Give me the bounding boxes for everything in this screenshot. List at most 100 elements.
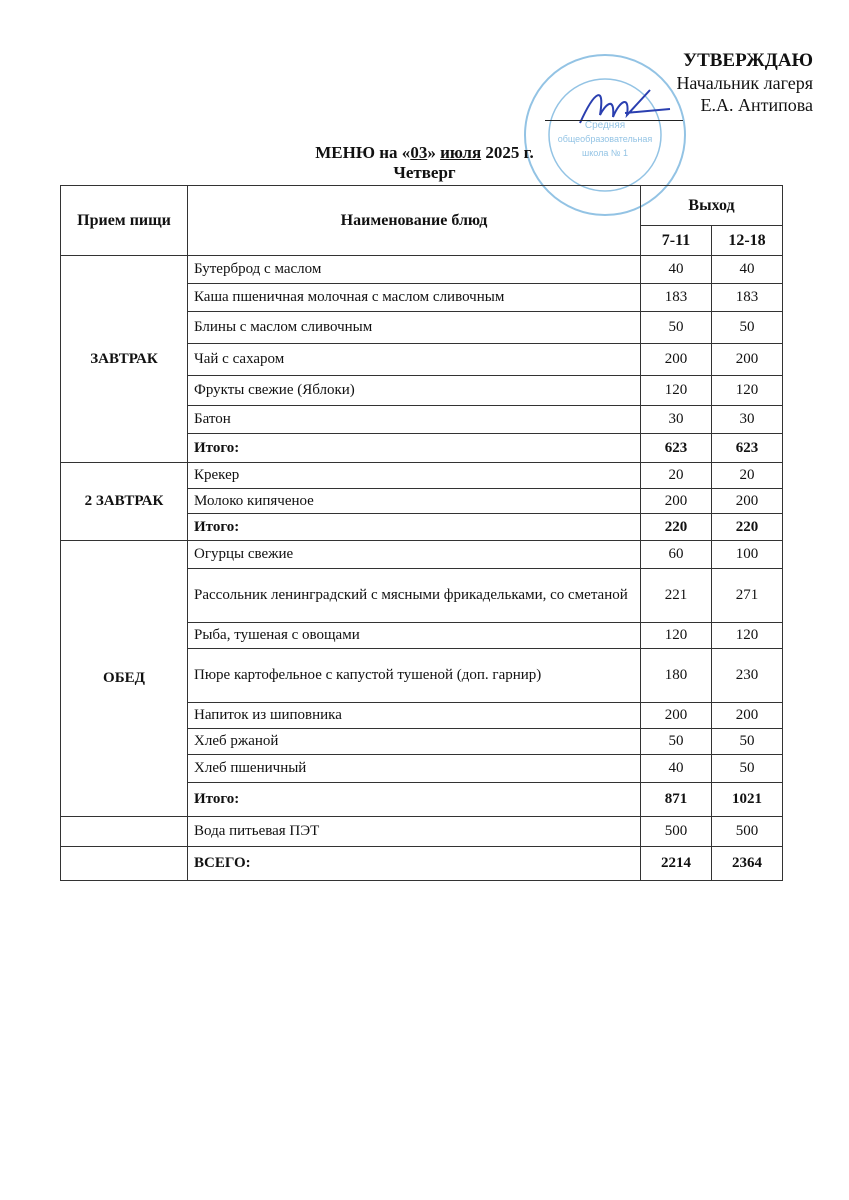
output-12-18: 230 [711,648,783,703]
output-12-18: 20 [711,462,783,489]
table-row: Каша пшеничная молочная с маслом сливочн… [61,283,783,312]
output-7-11: 20 [640,462,712,489]
col-meal-header: Прием пищи [60,185,188,256]
approval-name: Е.А. Антипова [700,95,813,115]
col-dish-header: Наименование блюд [187,185,641,256]
output-7-11: 30 [640,405,712,434]
output-7-11: 200 [640,343,712,376]
weekday: Четверг [393,163,456,182]
table-row: Вода питьевая ПЭТ 500 500 [60,816,783,847]
table-row: Блины с маслом сливочным 50 50 [61,311,783,344]
output-7-11: 220 [640,513,712,541]
output-7-11: 871 [640,782,712,817]
output-12-18: 40 [711,255,783,284]
table-row: ОБЕД Огурцы свежие 60 100 [60,540,783,817]
output-7-11: 623 [640,433,712,463]
dish-cell: Вода питьевая ПЭТ [187,816,641,847]
output-12-18: 120 [711,622,783,649]
output-12-18: 200 [711,343,783,376]
table-row: Пюре картофельное с капустой тушеной (до… [61,648,783,703]
dish-cell: Итого: [187,433,641,463]
output-7-11: 120 [640,375,712,406]
table-row: ВСЕГО: 2214 2364 [60,846,783,881]
output-7-11: 200 [640,702,712,729]
dish-cell: Итого: [187,513,641,541]
menu-table: Прием пищи Наименование блюд Выход 7-11 … [60,185,783,881]
svg-text:школа № 1: школа № 1 [582,148,628,158]
dish-cell: Рассольник ленинградский с мясными фрика… [187,568,641,623]
dish-cell: Каша пшеничная молочная с маслом сливочн… [187,283,641,312]
table-row: Рыба, тушеная с овощами 120 120 [61,622,783,649]
meal-cell [60,816,188,847]
svg-text:общеобразовательная: общеобразовательная [558,134,653,144]
table-row: Итого: 871 1021 [61,782,783,817]
dish-cell: Батон [187,405,641,434]
approval-title: УТВЕРЖДАЮ [683,50,813,71]
table-row: ЗАВТРАК Бутерброд с маслом 40 40 [60,255,783,463]
approval-block: УТВЕРЖДАЮ Начальник лагеря Е.А. Антипова [676,50,813,116]
dish-cell: Бутерброд с маслом [187,255,641,284]
output-7-11: 183 [640,283,712,312]
table-row: 2 ЗАВТРАК Крекер 20 20 [60,462,783,541]
output-7-11: 221 [640,568,712,623]
output-7-11: 40 [640,754,712,783]
meal-cell: ЗАВТРАК [60,255,188,463]
output-12-18: 271 [711,568,783,623]
table-row: Фрукты свежие (Яблоки) 120 120 [61,375,783,406]
dish-cell: Блины с маслом сливочным [187,311,641,344]
col-age-12-18: 12-18 [711,225,783,256]
dish-cell: Рыба, тушеная с овощами [187,622,641,649]
table-row: Итого: 623 623 [61,433,783,463]
output-12-18: 500 [711,816,783,847]
dish-cell: Напиток из шиповника [187,702,641,729]
output-7-11: 500 [640,816,712,847]
menu-title: МЕНЮ на «03» июля 2025 г. Четверг [0,143,849,183]
table-row: Батон 30 30 [61,405,783,434]
output-7-11: 40 [640,255,712,284]
table-row: Молоко кипяченое 200 200 [61,488,783,514]
output-12-18: 2364 [711,846,783,881]
table-row: Итого: 220 220 [61,513,783,541]
dish-cell: Хлеб пшеничный [187,754,641,783]
dish-cell: Пюре картофельное с капустой тушеной (до… [187,648,641,703]
output-12-18: 50 [711,754,783,783]
dish-cell: Крекер [187,462,641,489]
dish-cell: Огурцы свежие [187,540,641,569]
output-7-11: 120 [640,622,712,649]
signature [579,89,671,124]
col-age-7-11: 7-11 [640,225,712,256]
output-12-18: 623 [711,433,783,463]
dish-cell: Чай с сахаром [187,343,641,376]
table-row: Напиток из шиповника 200 200 [61,702,783,729]
output-12-18: 100 [711,540,783,569]
meal-cell: 2 ЗАВТРАК [60,462,188,541]
col-output-header: Выход [640,185,783,226]
output-12-18: 50 [711,728,783,755]
output-12-18: 200 [711,488,783,514]
output-12-18: 183 [711,283,783,312]
output-7-11: 50 [640,311,712,344]
output-12-18: 200 [711,702,783,729]
dish-cell: Хлеб ржаной [187,728,641,755]
output-7-11: 50 [640,728,712,755]
output-7-11: 180 [640,648,712,703]
output-12-18: 120 [711,375,783,406]
dish-cell: ВСЕГО: [187,846,641,881]
output-12-18: 220 [711,513,783,541]
output-12-18: 30 [711,405,783,434]
dish-cell: Молоко кипяченое [187,488,641,514]
meal-cell: ОБЕД [60,540,188,817]
meal-cell [60,846,188,881]
output-12-18: 1021 [711,782,783,817]
output-7-11: 200 [640,488,712,514]
output-12-18: 50 [711,311,783,344]
svg-text:Средняя: Средняя [585,120,625,131]
output-7-11: 60 [640,540,712,569]
table-row: Хлеб пшеничный 40 50 [61,754,783,783]
dish-cell: Итого: [187,782,641,817]
output-7-11: 2214 [640,846,712,881]
signature-line [545,120,683,121]
dish-cell: Фрукты свежие (Яблоки) [187,375,641,406]
table-row: Чай с сахаром 200 200 [61,343,783,376]
approval-position: Начальник лагеря [676,73,813,93]
